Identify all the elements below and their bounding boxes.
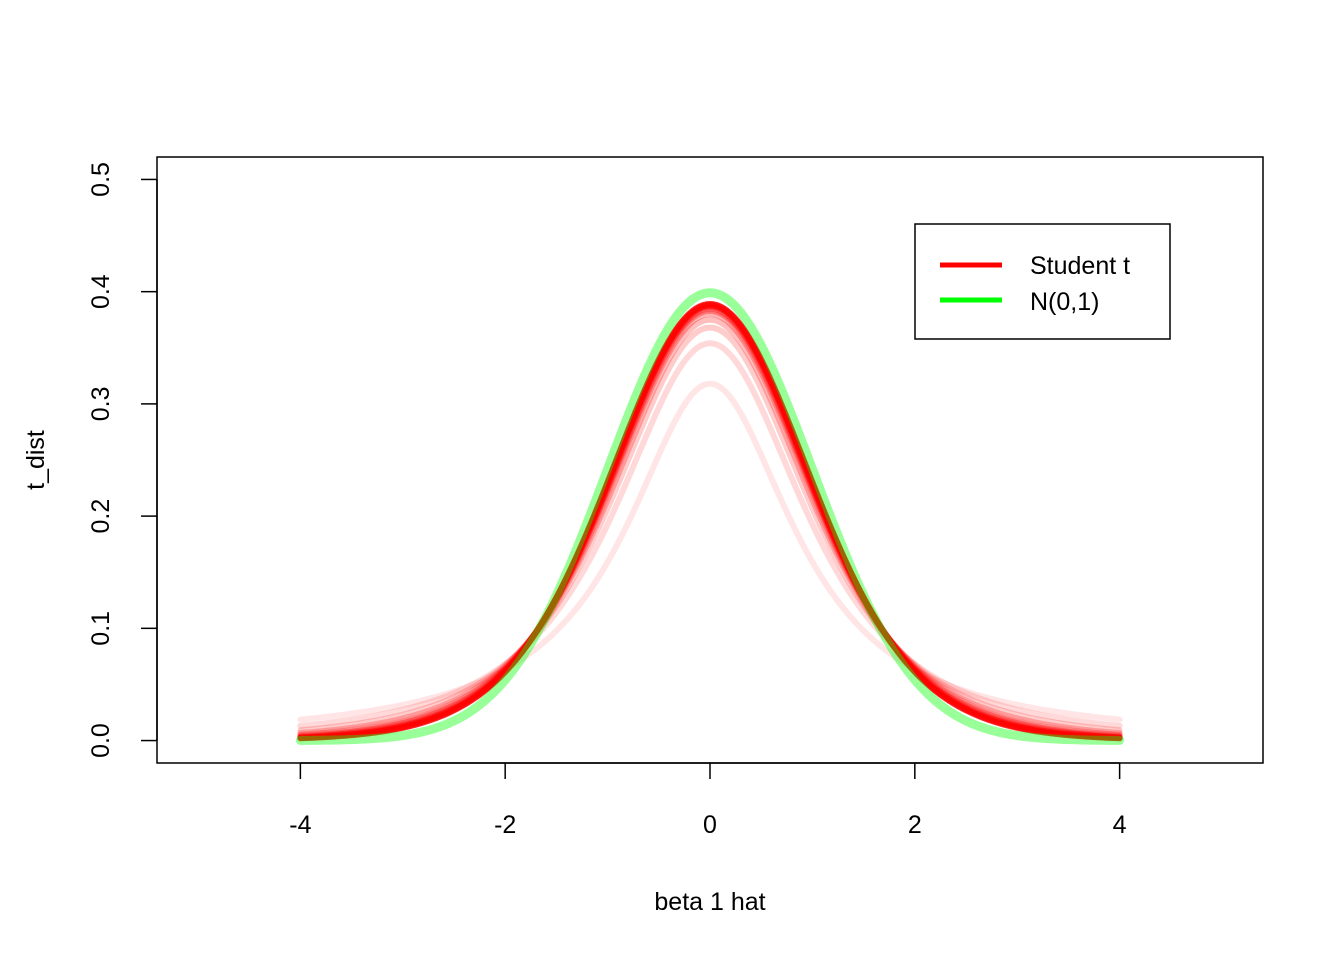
y-tick-label: 0.4 [87,274,115,309]
series-line-student-t-df2 [297,340,1123,729]
x-tick-label: 0 [703,811,717,839]
series-line-student-t-df4 [297,316,1123,737]
y-tick-label: 0.2 [87,499,115,534]
legend: Student t N(0,1) [914,223,1171,340]
y-tick-label: 0.1 [87,611,115,646]
series-line-student-t-df5 [297,311,1123,738]
legend-box [914,223,1171,340]
y-tick-label: 0.3 [87,387,115,422]
y-tick-label: 0.0 [87,723,115,758]
series-line-normal [295,288,1125,745]
series-line-student-t-df7 [297,305,1123,740]
series-line-student-t-df10 [297,301,1123,742]
y-tick-label: 0.5 [87,162,115,197]
x-tick-label: -2 [494,811,516,839]
x-tick-label: 4 [1113,811,1127,839]
series-line-student-t-df3 [297,324,1123,734]
legend-label-normal: N(0,1) [1030,288,1099,316]
series-layer [295,288,1125,745]
series-line-student-t-df6 [297,307,1123,739]
x-tick-label: 2 [908,811,922,839]
series-line-student-t-df1 [297,380,1123,723]
x-tick-label: -4 [289,811,311,839]
x-axis: -4 -2 0 2 4 [289,762,1127,839]
y-axis-title: t_dist [22,430,50,490]
legend-label-student-t: Student t [1030,252,1130,280]
series-line-student-t-df8 [297,303,1123,741]
x-axis-title: beta 1 hat [654,888,765,916]
series-line-student-t-df9 [297,302,1123,741]
y-axis: 0.0 0.1 0.2 0.3 0.4 0.5 [87,162,158,758]
